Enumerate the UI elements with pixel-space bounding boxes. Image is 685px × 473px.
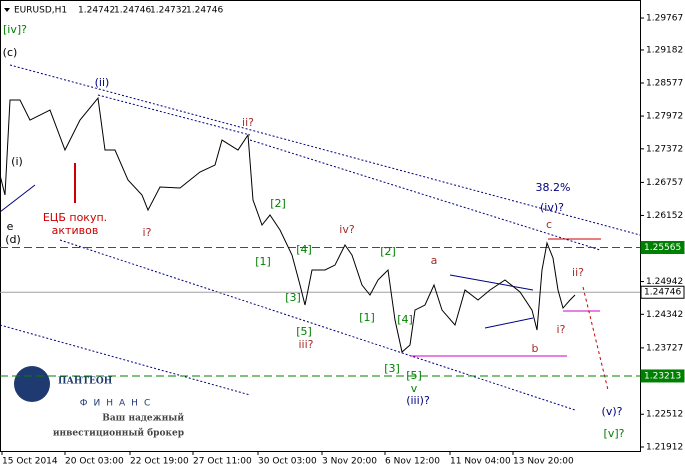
header-arrow (4, 8, 10, 12)
wave-label: ii? (242, 116, 254, 129)
ohlc: 1.24732 (150, 6, 187, 16)
y-tick-label: 1.29182 (646, 45, 683, 55)
logo-slogan: инвестиционный брокер (53, 428, 184, 439)
wave-label: [2] (270, 197, 286, 210)
y-tick-label: 1.29767 (646, 14, 683, 24)
wave-label: v (411, 382, 418, 395)
logo-name: ПАНТЕОН (58, 377, 113, 387)
x-tick-label: 11 Nov 04:00 (450, 457, 511, 467)
y-tick-label: 1.27372 (646, 144, 683, 154)
y-tick-label: 1.26757 (646, 178, 683, 188)
wave-label: [1] (255, 255, 271, 268)
wave-label: i? (557, 323, 566, 336)
drawings (0, 64, 641, 411)
wave-label: b (532, 342, 539, 355)
wave-label: (d) (5, 233, 21, 246)
ohlc: 1.24746 (114, 6, 151, 16)
x-tick-label: 30 Oct 03:00 (258, 457, 317, 467)
level-label-box (640, 241, 685, 255)
y-tick-label: 1.27972 (646, 112, 683, 122)
y-tick-label: 1.28577 (646, 79, 683, 89)
wave-label: (iii)? (406, 394, 430, 407)
y-tick-label: 1.26152 (646, 211, 683, 221)
level-label: 1.25565 (644, 243, 681, 253)
wave-label: (ii) (95, 76, 110, 89)
ohlc: 1.24742 (78, 6, 115, 16)
price-line (0, 96, 576, 353)
wave-label: [1] (359, 311, 375, 324)
x-tick-label: 20 Oct 03:00 (65, 457, 124, 467)
level-label: 1.24746 (644, 288, 681, 298)
y-tick-label: 1.24942 (646, 277, 683, 287)
y-tick-label: 1.24342 (646, 310, 683, 320)
x-tick-label: 27 Oct 11:00 (193, 457, 252, 467)
y-tick-label: 1.23727 (646, 343, 683, 353)
wave-label: (v)? (602, 405, 623, 418)
x-tick-label: 6 Nov 12:00 (385, 457, 440, 467)
wave-label: [v]? (604, 427, 625, 440)
logo-sub: ФИНАНС (80, 399, 156, 409)
symbol: EURUSD,H1 (14, 6, 67, 16)
x-tick-label: 3 Nov 20:00 (322, 457, 377, 467)
level-label: 1.23213 (644, 371, 681, 381)
wave-label: 38.2% (536, 181, 571, 194)
wave-label: [4] (397, 313, 413, 326)
wave-label: a (431, 254, 438, 267)
wave-label: [3] (384, 362, 400, 375)
x-tick-label: 13 Nov 20:00 (513, 457, 574, 467)
x-tick-label: 22 Oct 19:00 (130, 457, 189, 467)
wave-label: (c) (3, 46, 18, 59)
wave-label: [2] (380, 245, 396, 258)
y-tick-label: 1.21912 (646, 443, 683, 453)
wave-label: [3] (285, 291, 301, 304)
wave-label: ii? (572, 266, 584, 279)
wave-label: [5] (406, 369, 422, 382)
wave-label: e (7, 220, 14, 233)
wave-label: [5] (296, 325, 312, 338)
wave-label: [iv]? (3, 23, 27, 36)
wave-label: [4] (296, 243, 312, 256)
logo-slogan: Ваш надежный (102, 413, 184, 424)
ohlc: 1.24746 (186, 6, 223, 16)
wave-label: (iv)? (540, 201, 564, 214)
wave-label: iii? (298, 338, 313, 351)
x-tick-label: 15 Oct 2014 (2, 457, 58, 467)
wave-label: ЕЦБ покуп. (43, 211, 107, 224)
y-tick-label: 1.22512 (646, 410, 683, 420)
level-label-box (640, 369, 685, 383)
wave-label: (i) (11, 155, 23, 168)
wave-label: i? (143, 226, 152, 239)
wave-label: c (546, 218, 552, 231)
logo: ПАНТЕОН ФИНАНС Ваш надежный инвестиционн… (14, 366, 184, 439)
level-label-box (640, 285, 685, 299)
wave-label: активов (52, 224, 99, 237)
wave-label: iv? (339, 223, 355, 236)
